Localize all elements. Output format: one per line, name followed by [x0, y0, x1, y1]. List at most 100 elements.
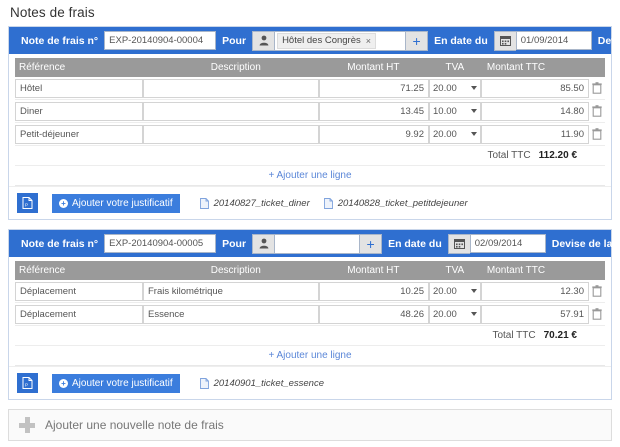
attachment-name: 20140901_ticket_essence: [213, 377, 325, 389]
add-line-button[interactable]: + Ajouter une ligne: [15, 166, 605, 186]
attachment-item[interactable]: 20140828_ticket_petitdejeuner: [323, 197, 468, 209]
attachment-item[interactable]: 20140901_ticket_essence: [199, 377, 325, 389]
delete-row-button[interactable]: [589, 285, 605, 297]
attachment-name: 20140827_ticket_diner: [213, 197, 310, 209]
montant-ttc-input[interactable]: [481, 78, 589, 98]
column-header-montant-ttc: Montant TTC: [486, 265, 546, 276]
cell-description: [143, 78, 319, 98]
column-header-montant-ttc: Montant TTC: [486, 62, 546, 73]
date-field-group: [447, 233, 546, 254]
reference-input[interactable]: [15, 101, 143, 121]
cell-description: [143, 124, 319, 144]
cell-montant-ttc: [481, 304, 589, 324]
cell-description: [143, 281, 319, 301]
person-selector: × +: [252, 233, 383, 254]
reference-input[interactable]: [15, 281, 143, 301]
reference-input[interactable]: [15, 124, 143, 144]
cell-reference: [15, 101, 143, 121]
delete-row-button[interactable]: [589, 308, 605, 320]
person-tag-box[interactable]: ×: [274, 233, 361, 254]
column-header-tva: TVA: [445, 265, 465, 276]
delete-row-button[interactable]: [589, 82, 605, 94]
montant-ttc-input[interactable]: [481, 124, 589, 144]
table-header-row: Référence Description Montant HT TVA Mon…: [15, 58, 605, 77]
currency-label: Devise de la facture: [597, 34, 620, 47]
expense-note-card: Note de frais n° Pour × +: [8, 229, 620, 400]
delete-row-button[interactable]: [589, 128, 605, 140]
add-line-button[interactable]: + Ajouter une ligne: [15, 346, 605, 366]
tva-select[interactable]: 20.00: [429, 124, 481, 144]
tva-select[interactable]: 10.00: [429, 101, 481, 121]
attachment-file-icon: [199, 197, 209, 209]
montant-ttc-input[interactable]: [481, 281, 589, 301]
cell-reference: [15, 304, 143, 324]
montant-ttc-input[interactable]: [481, 101, 589, 121]
reference-input[interactable]: [15, 304, 143, 324]
cell-montant-ht: [319, 101, 429, 121]
cell-montant-ttc: [481, 124, 589, 144]
tva-value: 20.00: [433, 285, 457, 297]
montant-ht-input[interactable]: [319, 304, 429, 324]
table-header-row: Référence Description Montant HT TVA Mon…: [15, 261, 605, 280]
description-input[interactable]: [143, 78, 319, 98]
montant-ht-input[interactable]: [319, 281, 429, 301]
total-value: 70.21 €: [543, 330, 577, 341]
person-tag-box[interactable]: Hôtel des Congrès ×: [274, 30, 407, 51]
add-person-button[interactable]: +: [406, 30, 429, 51]
attachment-file-icon: [199, 377, 209, 389]
reference-input[interactable]: [15, 78, 143, 98]
svg-text:P: P: [25, 383, 28, 388]
person-selector: Hôtel des Congrès × +: [252, 30, 429, 51]
calendar-icon[interactable]: [493, 30, 516, 51]
tva-value: 20.00: [433, 308, 457, 320]
description-input[interactable]: [143, 304, 319, 324]
total-label: Total TTC: [492, 330, 536, 341]
column-header-montant-ht: Montant HT: [347, 62, 400, 73]
date-input[interactable]: [469, 234, 546, 253]
note-number-input[interactable]: [104, 31, 217, 50]
note-footer: P + Ajouter votre justificatif 20140901_…: [9, 366, 611, 399]
pdf-icon[interactable]: P: [17, 193, 38, 213]
column-header-description: Description: [210, 62, 261, 73]
tva-select[interactable]: 20.00: [429, 78, 481, 98]
cell-montant-ttc: [481, 78, 589, 98]
column-header-reference: Référence: [19, 265, 66, 276]
description-input[interactable]: [143, 124, 319, 144]
cell-tva: 10.00: [429, 101, 481, 121]
close-icon[interactable]: ×: [365, 35, 372, 46]
calendar-icon[interactable]: [447, 233, 470, 254]
add-justificatif-button[interactable]: + Ajouter votre justificatif: [52, 373, 180, 393]
total-row: Total TTC 70.21 €: [15, 326, 605, 346]
add-new-note-button[interactable]: Ajouter une nouvelle note de frais: [8, 409, 612, 441]
attachment-file-icon: [323, 197, 333, 209]
montant-ht-input[interactable]: [319, 101, 429, 121]
tva-value: 20.00: [433, 82, 457, 94]
description-input[interactable]: [143, 101, 319, 121]
date-label: En date du: [388, 237, 442, 250]
expense-note-card: Note de frais n° Pour Hôtel des Congrès …: [8, 26, 620, 220]
person-chip[interactable]: Hôtel des Congrès ×: [277, 32, 377, 49]
cell-montant-ttc: [481, 281, 589, 301]
montant-ht-input[interactable]: [319, 124, 429, 144]
tva-select[interactable]: 20.00: [429, 281, 481, 301]
trash-icon: [592, 285, 602, 297]
delete-row-button[interactable]: [589, 105, 605, 117]
attachment-name: 20140828_ticket_petitdejeuner: [337, 197, 468, 209]
cell-reference: [15, 124, 143, 144]
cell-description: [143, 101, 319, 121]
add-new-note-label: Ajouter une nouvelle note de frais: [45, 418, 224, 432]
add-justificatif-button[interactable]: + Ajouter votre justificatif: [52, 193, 180, 213]
montant-ttc-input[interactable]: [481, 304, 589, 324]
pdf-icon[interactable]: P: [17, 373, 38, 393]
attachment-item[interactable]: 20140827_ticket_diner: [199, 197, 310, 209]
description-input[interactable]: [143, 281, 319, 301]
add-person-button[interactable]: +: [360, 233, 383, 254]
add-justificatif-label: Ajouter votre justificatif: [72, 377, 173, 389]
montant-ht-input[interactable]: [319, 78, 429, 98]
chevron-down-icon: [471, 312, 477, 316]
date-input[interactable]: [515, 31, 592, 50]
note-number-input[interactable]: [104, 234, 217, 253]
tva-select[interactable]: 20.00: [429, 304, 481, 324]
table-row: 10.00: [15, 100, 605, 123]
